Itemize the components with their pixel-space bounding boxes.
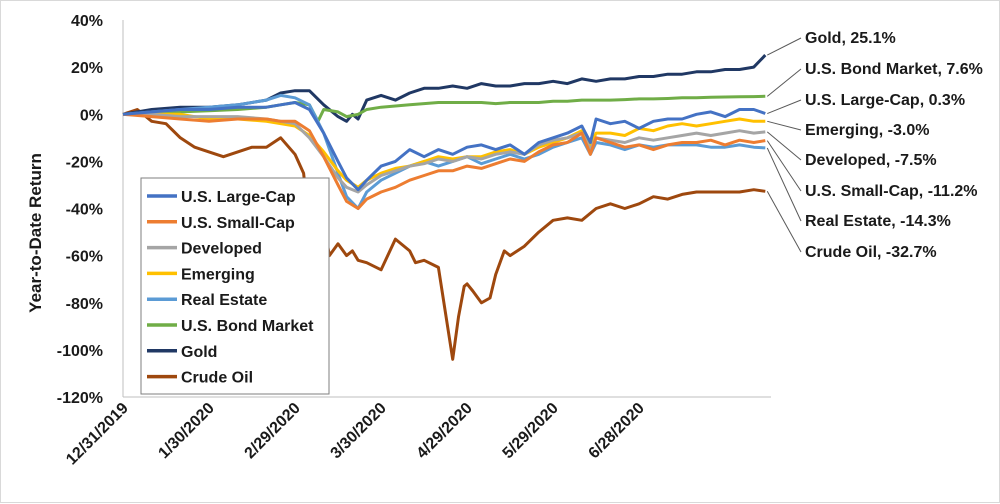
- series-line-crude-oil: [122, 108, 766, 361]
- x-tick-labels: 12/31/2019 1/30/2020 2/29/2020 3/30/2020 4/2…: [63, 400, 648, 469]
- y-tick-labels: 40% 20% 0% -20% -40% -60% -80% -100% -120%: [57, 13, 103, 407]
- annotation-label-developed: Developed, -7.5%: [805, 152, 937, 169]
- x-tick-label: 3/30/2020: [328, 400, 390, 462]
- y-tick-label: 0%: [80, 107, 103, 124]
- legend-label-gold: Gold: [181, 344, 217, 361]
- legend-label-u-s-large-cap: U.S. Large-Cap: [181, 189, 296, 206]
- annotation-label-gold: Gold, 25.1%: [805, 30, 896, 47]
- annotation-leader-u-s-small-cap: [766, 140, 802, 192]
- y-tick-label: -20%: [66, 154, 103, 171]
- annotation-leader-u-s-bond-market: [766, 68, 802, 97]
- legend-label-developed: Developed: [181, 241, 262, 258]
- annotation-leader-emerging: [767, 120, 802, 131]
- legend-label-emerging: Emerging: [181, 266, 255, 283]
- annotation-label-u-s-large-cap: U.S. Large-Cap, 0.3%: [805, 92, 965, 109]
- x-tick-label: 1/30/2020: [155, 400, 217, 462]
- annotation-leader-real-estate: [766, 147, 802, 222]
- y-tick-label: -120%: [57, 390, 103, 407]
- x-tick-label: 5/29/2020: [500, 400, 562, 462]
- legend-label-crude-oil: Crude Oil: [181, 370, 253, 387]
- annotation-label-crude-oil: Crude Oil, -32.7%: [805, 244, 937, 261]
- legend-box: [140, 177, 330, 395]
- legend: U.S. Large-Cap U.S. Small-Cap Developed Eme…: [140, 177, 330, 395]
- series-lines: [122, 54, 767, 361]
- annotation-label-u-s-small-cap: U.S. Small-Cap, -11.2%: [805, 183, 978, 200]
- x-tick-label: 12/31/2019: [63, 400, 132, 469]
- series-line-u-s-large-cap: [122, 101, 766, 192]
- y-tick-label: -40%: [66, 202, 103, 219]
- annotation-leader-gold: [767, 37, 802, 56]
- x-tick-label: 6/28/2020: [586, 400, 648, 462]
- annotation-leader-developed: [766, 131, 802, 161]
- end-annotations: Gold, 25.1% U.S. Bond Market, 7.6% U.S. La…: [766, 30, 983, 261]
- y-tick-label: -60%: [66, 249, 103, 266]
- y-tick-label: -80%: [66, 296, 103, 313]
- legend-label-real-estate: Real Estate: [181, 292, 267, 309]
- series-line-gold: [122, 54, 767, 123]
- annotation-label-u-s-bond-market: U.S. Bond Market, 7.6%: [805, 61, 983, 78]
- legend-label-u-s-bond-market: U.S. Bond Market: [181, 318, 314, 335]
- y-tick-label: 20%: [71, 60, 103, 77]
- x-tick-label: 2/29/2020: [242, 400, 304, 462]
- y-axis-label: Year-to-Date Return: [26, 153, 45, 313]
- axes: [122, 20, 771, 398]
- x-tick-label: 4/29/2020: [414, 400, 476, 462]
- annotation-leader-crude-oil: [766, 191, 802, 253]
- annotation-leader-u-s-large-cap: [767, 99, 802, 115]
- series-line-u-s-small-cap: [122, 112, 766, 210]
- series-line-emerging: [123, 112, 766, 189]
- series-line-developed: [123, 112, 766, 194]
- annotation-label-emerging: Emerging, -3.0%: [805, 122, 929, 139]
- y-tick-label: 40%: [71, 13, 103, 30]
- y-tick-label: -100%: [57, 343, 103, 360]
- legend-label-u-s-small-cap: U.S. Small-Cap: [181, 215, 295, 232]
- annotation-label-real-estate: Real Estate, -14.3%: [805, 213, 951, 230]
